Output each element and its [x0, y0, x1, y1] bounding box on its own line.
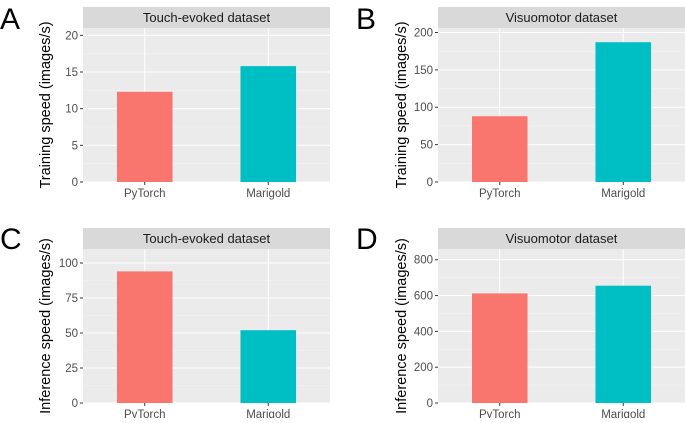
facet-title: Touch-evoked dataset: [143, 10, 271, 25]
x-tick-label-marigold: Marigold: [246, 188, 290, 200]
y-tick-label: 100: [414, 102, 433, 114]
y-tick-label: 25: [65, 363, 78, 375]
y-tick-label: 0: [72, 177, 78, 189]
y-tick-label: 15: [65, 67, 78, 79]
panel-b: B Visuomotor dataset 0 50 100 150 200 PyTorch Ma…: [356, 3, 685, 200]
y-tick-label: 10: [65, 104, 78, 116]
y-tick-label: 200: [414, 27, 433, 39]
y-tick-label: 200: [414, 362, 433, 374]
facet-title: Touch-evoked dataset: [143, 231, 271, 246]
bar-pytorch: [471, 116, 528, 182]
y-tick-label: 50: [420, 140, 433, 152]
bar-marigold: [595, 42, 652, 182]
y-tick-label: 20: [65, 30, 78, 42]
y-axis-title: Training speed (images/s): [38, 21, 54, 188]
facet-strip: [83, 7, 330, 28]
y-tick-label: 150: [414, 65, 433, 77]
bar-pytorch: [116, 91, 173, 182]
x-tick-label-pytorch: PyTorch: [124, 409, 166, 418]
x-tick-label-pytorch: PyTorch: [479, 409, 521, 418]
facet-strip: [438, 7, 685, 28]
bar-pytorch: [116, 271, 173, 403]
bar-marigold: [595, 285, 652, 403]
facet-strip: [83, 228, 330, 249]
panel-letter: B: [356, 3, 376, 36]
y-tick-label: 75: [65, 293, 78, 305]
y-tick-label: 0: [72, 398, 78, 410]
facet-title: Visuomotor dataset: [506, 231, 618, 246]
y-tick-label: 5: [72, 140, 78, 152]
y-tick-label: 0: [427, 177, 433, 189]
y-axis-title: Training speed (images/s): [394, 21, 410, 188]
y-tick-label: 800: [414, 255, 433, 267]
x-tick-label-pytorch: PyTorch: [479, 188, 521, 200]
bar-marigold: [240, 66, 297, 182]
panel-letter: A: [0, 3, 20, 36]
x-tick-label-marigold: Marigold: [246, 409, 290, 418]
y-tick-label: 400: [414, 326, 433, 338]
panel-letter: D: [356, 223, 378, 256]
bar-pytorch: [471, 293, 528, 403]
x-tick-label-marigold: Marigold: [601, 409, 645, 418]
facet-title: Visuomotor dataset: [506, 10, 618, 25]
facet-strip: [438, 228, 685, 249]
y-axis-title: Inference speed (images/s): [394, 238, 410, 414]
y-tick-label: 0: [427, 398, 433, 410]
x-tick-label-marigold: Marigold: [601, 188, 645, 200]
y-axis-title: Inference speed (images/s): [38, 238, 54, 414]
x-tick-label-pytorch: PyTorch: [124, 188, 166, 200]
y-tick-label: 50: [65, 328, 78, 340]
panel-a: A Touch-evoked dataset 0 5 10 15 20 PyTorch Mari…: [0, 3, 330, 200]
y-tick-label: 600: [414, 291, 433, 303]
panel-c: C Touch-evoked dataset 0 25 50 75 100 PyTorch Ma…: [0, 223, 330, 421]
bar-marigold: [240, 330, 297, 403]
panel-d: D Visuomotor dataset 0 200 400 600 800 PyTorch M…: [356, 223, 685, 421]
y-tick-label: 100: [59, 258, 78, 270]
panel-letter: C: [0, 223, 22, 256]
